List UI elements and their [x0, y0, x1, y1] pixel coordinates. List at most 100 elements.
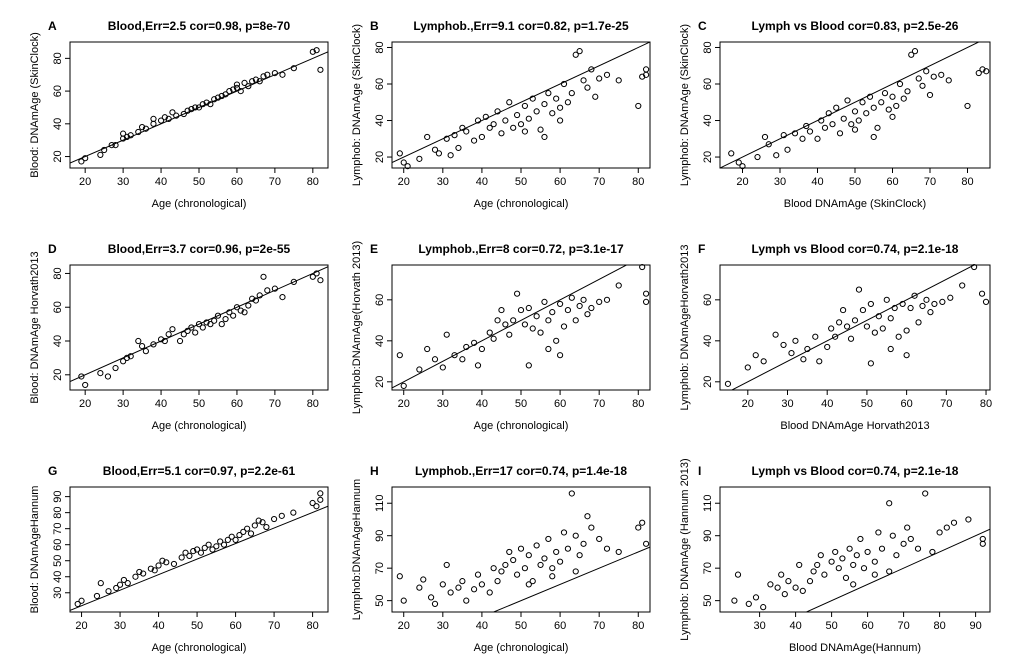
data-point: [840, 115, 847, 122]
data-point: [945, 77, 952, 84]
data-point: [193, 546, 201, 553]
plot-frame: [719, 264, 991, 391]
fit-line: [805, 528, 990, 612]
data-point: [560, 80, 568, 88]
x-tick-label: 30: [437, 176, 449, 188]
data-point: [249, 78, 256, 85]
data-point: [982, 298, 990, 305]
data-point: [424, 133, 431, 141]
data-point: [812, 333, 819, 340]
data-point: [290, 509, 297, 516]
data-point: [93, 592, 101, 600]
data-point: [195, 321, 203, 328]
x-tick-label: 90: [969, 620, 981, 632]
data-point: [851, 108, 859, 115]
y-tick-label: 110: [374, 494, 386, 512]
panel-b: 20 30 40 50 60 70 80 20 40 60 80 B Lymphob.,Err=9.1 …: [351, 19, 651, 210]
data-point: [549, 573, 556, 580]
data-point: [486, 124, 493, 131]
x-axis-label: Age (chronological): [152, 642, 247, 654]
data-point: [309, 499, 316, 507]
data-point: [939, 298, 946, 305]
data-point: [400, 382, 407, 390]
data-point: [971, 263, 978, 271]
data-point: [159, 557, 166, 564]
data-point: [846, 545, 853, 552]
data-point: [140, 570, 147, 577]
data-point: [217, 538, 224, 545]
plot-frame: [391, 486, 651, 613]
y-tick-label: 90: [52, 490, 64, 502]
data-point: [965, 516, 972, 523]
plot-frame: [69, 486, 329, 613]
data-point: [263, 523, 270, 531]
data-point: [816, 358, 823, 365]
data-point: [936, 529, 943, 536]
data-point: [580, 77, 587, 84]
data-point: [903, 327, 910, 334]
data-point: [964, 102, 971, 110]
x-tick-label: 40: [155, 176, 167, 188]
data-point: [463, 128, 470, 135]
data-point: [260, 73, 267, 80]
data-point: [900, 95, 907, 102]
data-point: [451, 352, 458, 359]
plot-frame: [391, 264, 651, 391]
chart-title: Blood,Err=5.1 cor=0.97, p=2.2e-61: [103, 464, 296, 478]
data-point: [900, 540, 907, 547]
x-tick-label: 80: [632, 620, 644, 632]
data-point: [889, 532, 896, 539]
data-point: [478, 133, 486, 141]
fit-line: [720, 42, 980, 168]
y-tick-label: 20: [52, 150, 64, 162]
data-point: [904, 88, 911, 95]
data-point: [576, 302, 583, 310]
data-point: [513, 111, 521, 119]
x-tick-label: 30: [437, 620, 449, 632]
data-point: [576, 552, 583, 559]
data-point: [804, 345, 811, 353]
data-point: [754, 153, 761, 161]
data-point: [521, 128, 529, 135]
data-point: [853, 552, 860, 559]
data-point: [309, 273, 316, 280]
x-tick-label: 30: [114, 620, 126, 632]
y-tick-label: 80: [702, 41, 714, 53]
panel-d: 20 30 40 50 60 70 80 20 40 60 80 D Blood,Err=3.7 cor…: [29, 242, 329, 432]
data-point: [541, 298, 548, 305]
data-point: [814, 561, 821, 569]
data-point: [545, 535, 552, 543]
data-point: [896, 80, 904, 88]
data-point: [233, 304, 241, 311]
data-point: [420, 576, 427, 583]
y-tick-label: 90: [702, 530, 714, 542]
x-tick-label: 70: [269, 398, 281, 410]
x-tick-label: 60: [886, 176, 898, 188]
data-point: [78, 373, 85, 380]
data-point: [241, 309, 248, 316]
data-point: [264, 71, 271, 78]
data-point: [494, 578, 501, 585]
x-tick-label: 80: [980, 398, 992, 410]
data-point: [123, 354, 131, 362]
data-point: [226, 87, 233, 95]
data-point: [863, 323, 871, 330]
data-point: [791, 130, 799, 137]
data-point: [173, 112, 180, 119]
x-tick-label: 70: [897, 620, 909, 632]
data-point: [979, 66, 986, 73]
data-point: [773, 152, 780, 159]
data-point: [135, 337, 142, 345]
data-point: [564, 545, 572, 552]
fit-line: [492, 546, 650, 612]
data-point: [188, 105, 195, 113]
data-point: [222, 91, 229, 98]
data-point: [529, 325, 536, 332]
panel-c: 20 30 40 50 60 70 80 20 40 60 80 C Lymph vs Blood co…: [679, 19, 991, 210]
data-point: [264, 287, 271, 294]
data-point: [859, 99, 866, 106]
data-point: [498, 568, 505, 575]
data-point: [851, 317, 859, 324]
data-point: [112, 364, 119, 372]
x-tick-label: 50: [191, 620, 203, 632]
